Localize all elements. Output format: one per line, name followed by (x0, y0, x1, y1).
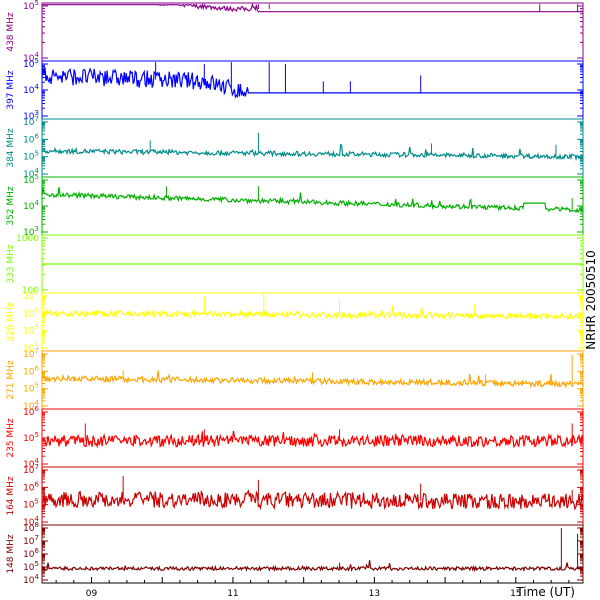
x-tick-label: 13 (369, 589, 380, 599)
panel-frequency-label: 438 MHz (6, 12, 16, 52)
series-line (42, 2, 583, 13)
y-tick-label: 105 (23, 324, 39, 337)
observatory-date-label: NRHR 20050510 (584, 250, 598, 350)
y-tick-label: 105 (23, 498, 39, 511)
panel-frame (41, 118, 584, 178)
panel-frequency-label: 271 MHz (6, 360, 16, 400)
y-tick-label: 106 (23, 132, 39, 145)
panel-frame (41, 60, 584, 120)
y-tick-label: 105 (23, 431, 39, 444)
panel-frame (41, 292, 584, 352)
y-tick-label: 104 (23, 573, 39, 586)
y-tick-label: 104 (23, 199, 39, 212)
series-line (41, 144, 584, 162)
panel-frequency-label: 235 MHz (6, 418, 16, 458)
panel-frequency-label: 333 MHz (6, 244, 16, 284)
series-line (41, 305, 584, 321)
y-tick-label: 100 (22, 286, 39, 296)
series-line (41, 187, 584, 214)
x-tick-label: 15 (510, 589, 521, 599)
time-axis: 09 11 13 15 (42, 577, 583, 599)
x-tick-label: 09 (86, 589, 98, 599)
panel-frame (41, 408, 584, 468)
panel-frequency-label: 352 MHz (6, 186, 16, 226)
panel-frequency-label: 148 MHz (6, 534, 16, 574)
series-line (41, 430, 584, 449)
x-axis-label: Time (UT) (515, 585, 575, 599)
y-tick-label: 107 (23, 534, 39, 547)
series-line (41, 560, 584, 573)
y-tick-label: 106 (23, 364, 39, 377)
panel-frequency-label: 397 MHz (6, 70, 16, 110)
series-line (41, 489, 584, 511)
y-tick-label: 105 (23, 382, 39, 395)
y-tick-label: 1000 (16, 234, 39, 244)
y-tick-label: 105 (23, 150, 39, 163)
y-tick-label: 106 (23, 480, 39, 493)
y-tick-label: 104 (23, 83, 39, 96)
panel-frame (41, 524, 584, 584)
y-tick-label: 106 (23, 306, 39, 319)
y-tick-label: 105 (23, 0, 39, 12)
x-tick-label: 11 (227, 589, 238, 599)
y-tick-label: 105 (23, 560, 39, 573)
series-line (41, 67, 583, 99)
y-tick-label: 106 (23, 547, 39, 560)
panel-frequency-label: 384 MHz (6, 128, 16, 168)
panel-frequency-label: 328 MHz (6, 302, 16, 342)
panel-frequency-label: 164 MHz (6, 476, 16, 516)
